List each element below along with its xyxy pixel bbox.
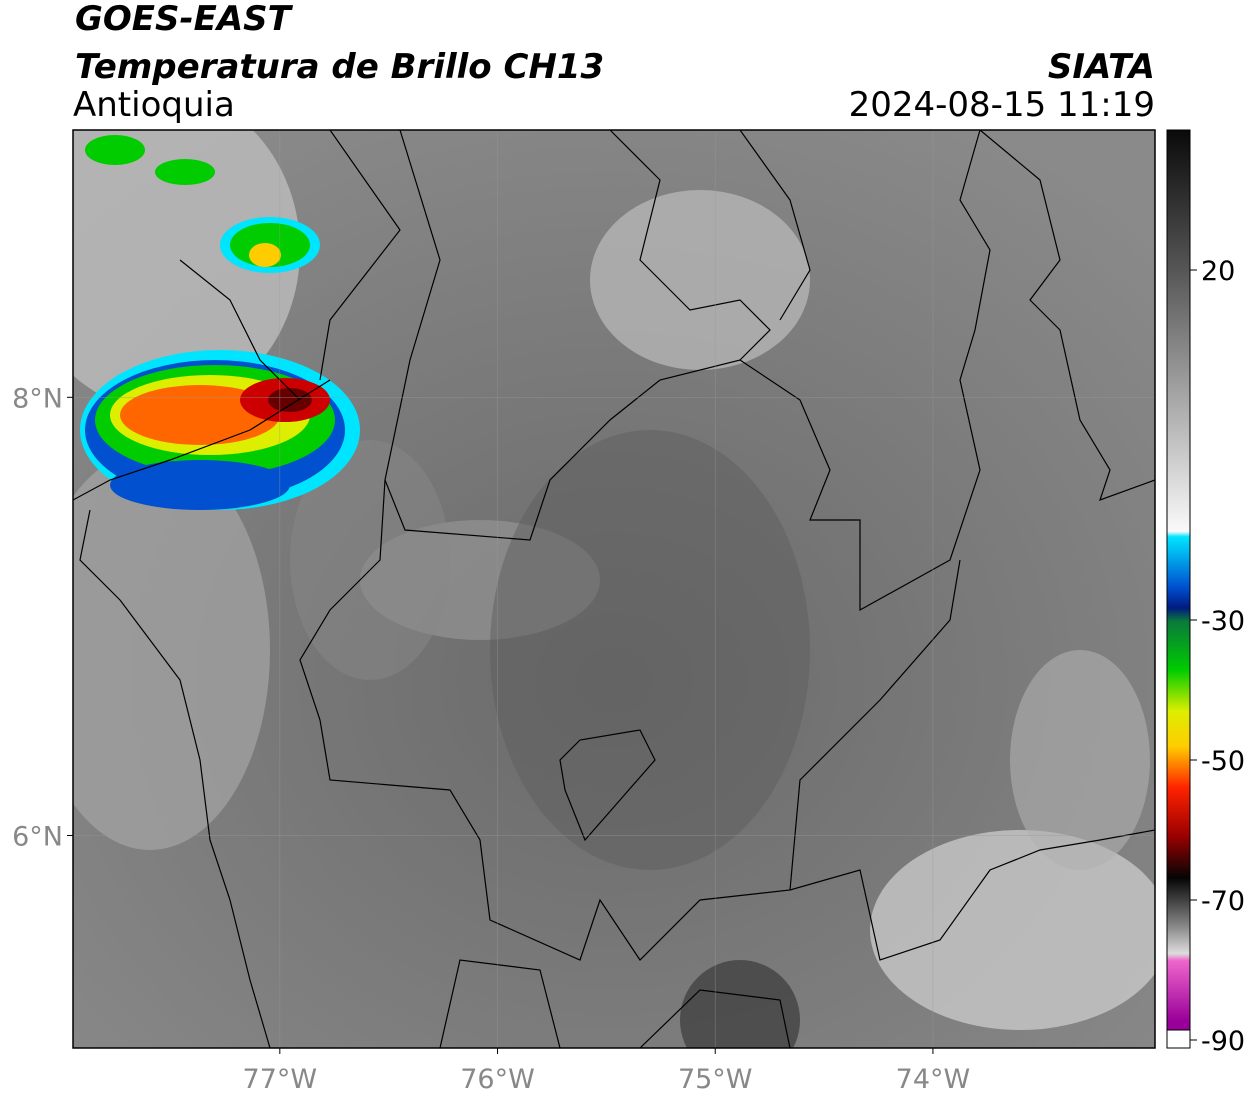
colorbar-tick-label: -30 bbox=[1201, 606, 1245, 637]
colorbar-tick-label: -70 bbox=[1201, 886, 1245, 917]
source: SIATA bbox=[1048, 47, 1155, 87]
colorbar-frame bbox=[1166, 129, 1191, 1049]
y-tick-label: 6°N bbox=[12, 821, 63, 852]
colorbar bbox=[1167, 130, 1190, 1030]
y-tick-label: 8°N bbox=[12, 383, 63, 414]
x-tick-label: 76°W bbox=[460, 1064, 535, 1095]
colorbar-tick-label: -50 bbox=[1201, 746, 1245, 777]
satellite-image bbox=[73, 130, 1155, 1048]
graticule bbox=[73, 130, 1155, 1048]
map-frame bbox=[72, 129, 1156, 1049]
datetime: 2024-08-15 11:19 bbox=[849, 85, 1155, 125]
subtitle: Temperatura de Brillo CH13 bbox=[75, 47, 604, 87]
colorbar-under bbox=[1166, 1029, 1191, 1049]
x-tick-label: 75°W bbox=[678, 1064, 753, 1095]
colorbar-tick-label: 20 bbox=[1201, 256, 1235, 287]
region: Antioquia bbox=[73, 85, 235, 125]
x-tick-label: 74°W bbox=[896, 1064, 971, 1095]
x-tick-label: 77°W bbox=[243, 1064, 318, 1095]
colorbar-tick-label: -90 bbox=[1201, 1026, 1245, 1057]
title: GOES-EAST bbox=[75, 0, 294, 39]
